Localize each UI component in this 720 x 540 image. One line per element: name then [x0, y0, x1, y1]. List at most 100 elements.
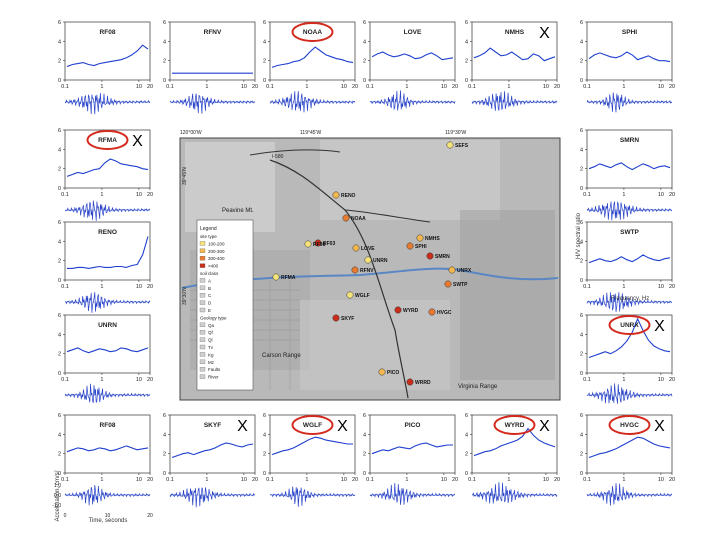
map-station-marker	[314, 239, 322, 247]
spectrum-line	[473, 47, 556, 62]
x-tick-label: 10	[136, 84, 142, 90]
x-tick-label: 10	[136, 192, 142, 198]
map-station-marker	[416, 234, 424, 242]
map-station-marker	[378, 368, 386, 376]
x-tick-label: 0.1	[583, 192, 591, 198]
station-label: NMHS	[505, 29, 525, 36]
station-panel: 0 2 4 6 0.1 1 10 20 WGLF X	[263, 413, 358, 507]
spectrum-line	[588, 254, 671, 264]
y-tick-label: 2	[58, 259, 61, 265]
y-tick-label: 2	[580, 259, 583, 265]
y-tick-label: 6	[58, 413, 61, 419]
map-station-marker	[351, 266, 359, 274]
legend-row-label: 300-400	[208, 256, 225, 261]
y-tick-label: 0	[263, 471, 266, 477]
y-tick-label: 2	[58, 167, 61, 173]
station-panel: 0 2 4 6 0.1 1 10 20 NOAA	[263, 20, 358, 113]
x-tick-label: 1	[405, 477, 408, 483]
spectrum-line	[588, 162, 671, 171]
station-panel: 0 2 4 6 0.1 1 10 20 SKYF X	[163, 413, 258, 508]
y-tick-label: 4	[58, 332, 61, 338]
map-station-marker	[444, 280, 452, 288]
station-label: SPHI	[622, 29, 637, 36]
legend-row-label: B	[208, 286, 211, 291]
map-station-label: WYRD	[403, 308, 419, 314]
y-tick-label: 4	[363, 39, 366, 45]
legend-row-label: Mz	[208, 360, 215, 365]
acceleration-trace	[64, 92, 151, 115]
spectrum-line	[171, 442, 254, 459]
map-station-label: WGLF	[355, 293, 370, 299]
station-label: RENO	[98, 229, 117, 236]
highlight-circle	[608, 315, 651, 335]
x-tick-label: 1	[205, 84, 208, 90]
station-label: WYRD	[505, 422, 525, 429]
map-station-label: SMRN	[435, 254, 450, 260]
map-station-marker	[352, 244, 360, 252]
acceleration-trace	[369, 482, 456, 505]
y-tick-label: 0	[363, 471, 366, 477]
station-panel: 0 2 4 6 0.1 1 10 20 PICO	[363, 413, 458, 505]
x-tick-label: 20	[252, 84, 258, 90]
spectrum-line	[473, 427, 556, 457]
spectrum-plot-frame	[169, 414, 256, 474]
x-tick-label: 20	[147, 284, 153, 290]
x-tick-label: 10	[658, 84, 664, 90]
spectrum-line	[588, 436, 671, 459]
station-panel: 0 2 4 6 0.1 1 10 20 NMHS X	[465, 20, 560, 111]
legend-swatch	[199, 359, 206, 364]
map-station-label: NMHS	[425, 236, 440, 242]
legend-row-label: Kg	[208, 352, 214, 357]
x-tick-label: 0.1	[61, 284, 69, 290]
legend-swatch	[199, 344, 206, 350]
legend-row-label: Qa	[208, 323, 215, 328]
map-station-label: SKYF	[341, 316, 354, 322]
y-tick-label: 4	[58, 239, 61, 245]
x-tick-label: 20	[669, 192, 675, 198]
y-tick-label: 2	[263, 452, 266, 458]
station-label: SMRN	[620, 137, 639, 144]
station-label: PICO	[405, 422, 421, 429]
trace-x-axis-label: Time, seconds	[89, 518, 128, 524]
x-tick-label: 10	[543, 84, 549, 90]
highlight-circle	[86, 130, 129, 150]
y-tick-label: 6	[163, 20, 166, 26]
map-station-marker	[448, 266, 456, 274]
map-top-label: 120°00'W	[180, 130, 202, 136]
spectrum-plot-frame	[64, 129, 151, 189]
x-tick-label: 10	[441, 477, 447, 483]
y-tick-label: 2	[163, 59, 166, 65]
spectrum-plot-frame	[586, 21, 673, 81]
map-left-label: 39°30'N	[182, 287, 188, 305]
legend-swatch	[199, 367, 206, 372]
x-tick-label: 20	[147, 377, 153, 383]
x-tick-label: 0.1	[61, 377, 69, 383]
station-panel: 0 2 4 6 0.1 1 10 20 LOVE	[363, 20, 458, 111]
map-station-marker	[426, 252, 434, 260]
x-mark: X	[539, 25, 550, 42]
y-tick-label: 6	[465, 413, 468, 419]
x-tick-label: 20	[452, 84, 458, 90]
map-station-label: SWTP	[453, 282, 468, 288]
y-tick-label: 0	[263, 78, 266, 84]
legend-swatch	[199, 322, 206, 327]
spectrum-line	[588, 317, 671, 359]
station-label: SWTP	[620, 229, 639, 236]
legend-row-label: site type	[200, 234, 217, 239]
map-station-marker	[272, 273, 280, 281]
place-label: Virginia Range	[458, 384, 498, 390]
trace-y-tick-label: -1.0	[52, 503, 61, 509]
map-station-label: UNRX	[457, 268, 472, 274]
y-tick-label: 0	[580, 371, 583, 377]
map-station-label: RFMA	[281, 275, 296, 281]
trace-y-tick-label: 0.0	[54, 493, 61, 499]
legend-swatch	[199, 241, 206, 246]
station-panel: 0 2 4 6 0.1 1 10 20 RENO	[58, 220, 153, 313]
y-tick-label: 0	[58, 186, 61, 192]
map-station-marker	[428, 308, 436, 316]
legend-row-label: Qf	[208, 330, 214, 335]
y-tick-label: 6	[580, 220, 583, 226]
x-tick-label: 1	[100, 377, 103, 383]
x-tick-label: 10	[136, 284, 142, 290]
spectrum-line	[66, 158, 149, 177]
